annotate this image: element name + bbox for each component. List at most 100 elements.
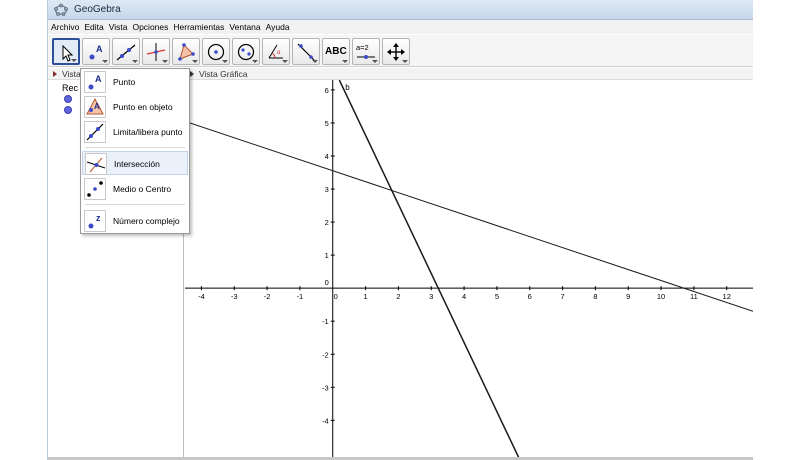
- attach-detach-point-icon: [84, 121, 106, 143]
- dropdown-item-punto-en-objeto[interactable]: A Punto en objeto: [82, 95, 188, 119]
- dropdown-item-limita-libera[interactable]: Limita/libera punto: [82, 120, 188, 144]
- graphics-collapse-arrow-icon[interactable]: [190, 71, 194, 77]
- menu-opciones[interactable]: Opciones: [132, 22, 169, 32]
- intersection-icon: [85, 153, 107, 175]
- x-tick-label: 10: [657, 292, 665, 301]
- move-view-tool-button[interactable]: [382, 38, 410, 65]
- polygon-tool-button[interactable]: [172, 38, 200, 65]
- line-tool-button[interactable]: [112, 38, 140, 65]
- line-b: [338, 80, 521, 460]
- x-tick-label: 8: [593, 292, 597, 301]
- x-tick-label: 6: [528, 292, 532, 301]
- x-tick-label: 1: [363, 292, 367, 301]
- line-icon: [116, 44, 136, 61]
- dropdown-item-interseccion[interactable]: Intersección: [82, 151, 188, 175]
- dropdown-item-punto[interactable]: A Punto: [82, 70, 188, 94]
- x-tick-label: -3: [231, 292, 238, 301]
- slider-tool-button[interactable]: a=2: [352, 38, 380, 65]
- point-tools-dropdown: A Punto A Punto en objeto Limita/libera …: [80, 68, 190, 234]
- text-tool-label: ABC: [325, 46, 347, 57]
- graphics-view-title: Vista Gráfica: [199, 69, 248, 79]
- slider-tool-label: a=2: [356, 43, 369, 52]
- midpoint-icon: [84, 178, 106, 200]
- svg-text:A: A: [94, 102, 100, 111]
- bottom-border: [48, 457, 753, 460]
- menu-bar: Archivo Edita Vista Opciones Herramienta…: [48, 20, 753, 34]
- y-tick-label: 2: [325, 218, 329, 227]
- line-a: [185, 120, 753, 312]
- dropdown-item-medio-centro[interactable]: Medio o Centro: [82, 177, 188, 201]
- angle-icon: α: [268, 44, 283, 59]
- x-tick-label: 2: [396, 292, 400, 301]
- y-tick-label: 1: [325, 251, 329, 260]
- y-tick-label: 3: [325, 185, 329, 194]
- dropdown-item-label: Limita/libera punto: [113, 127, 183, 137]
- text-tool-button[interactable]: ABC: [322, 38, 350, 65]
- y-tick-label: 0: [325, 278, 329, 287]
- point-icon: A: [84, 71, 106, 93]
- menu-archivo[interactable]: Archivo: [51, 22, 80, 32]
- perpendicular-icon: [146, 43, 166, 61]
- x-tick-label: 5: [495, 292, 499, 301]
- reflect-icon: [297, 43, 315, 61]
- ellipse-tool-button[interactable]: [232, 38, 260, 65]
- move-tool-button[interactable]: [52, 38, 80, 65]
- point-on-object-icon: A: [84, 96, 106, 118]
- dropdown-item-label: Punto: [113, 77, 136, 87]
- dropdown-item-label: Intersección: [114, 159, 160, 169]
- circle-icon: [207, 43, 225, 61]
- perpendicular-tool-button[interactable]: [142, 38, 170, 65]
- polygon-icon: [178, 43, 195, 61]
- svg-text:A: A: [96, 44, 103, 54]
- point-tool-button[interactable]: A: [82, 38, 110, 65]
- arrow-icon: [62, 44, 74, 62]
- x-tick-label: 12: [723, 292, 731, 301]
- reflect-tool-button[interactable]: [292, 38, 320, 65]
- complex-number-icon: z: [84, 210, 106, 232]
- dropdown-item-label: Punto en objeto: [113, 102, 173, 112]
- x-tick-label: 7: [560, 292, 564, 301]
- svg-text:z: z: [96, 213, 101, 223]
- circle-tool-button[interactable]: [202, 38, 230, 65]
- tree-node-label[interactable]: Rec: [62, 83, 79, 93]
- y-tick-label: -3: [322, 383, 329, 392]
- object-visibility-dot[interactable]: [64, 106, 72, 114]
- menu-herramientas[interactable]: Herramientas: [173, 22, 225, 32]
- move-view-icon: [387, 43, 405, 61]
- x-tick-label: 9: [626, 292, 630, 301]
- x-tick-label: 3: [429, 292, 433, 301]
- x-tick-label: 0: [334, 292, 338, 301]
- angle-tool-button[interactable]: α: [262, 38, 290, 65]
- y-tick-label: 6: [325, 86, 329, 95]
- menu-ventana[interactable]: Ventana: [229, 22, 261, 32]
- ellipse-icon: [237, 43, 255, 61]
- dropdown-item-label: Medio o Centro: [113, 184, 172, 194]
- x-tick-label: 4: [462, 292, 466, 301]
- algebra-view-title: Vista: [62, 69, 81, 79]
- y-tick-label: -2: [322, 350, 329, 359]
- collapse-arrow-icon[interactable]: [53, 71, 57, 77]
- dropdown-item-numero-complejo[interactable]: z Número complejo: [82, 209, 188, 233]
- point-icon: A: [89, 44, 103, 60]
- menu-edita[interactable]: Edita: [84, 22, 104, 32]
- geogebra-logo-icon: [54, 3, 68, 16]
- x-tick-label: -1: [297, 292, 304, 301]
- y-tick-label: -1: [322, 317, 329, 326]
- title-bar: GeoGebra: [48, 0, 753, 20]
- x-tick-label: 11: [690, 292, 698, 301]
- y-tick-label: -4: [322, 416, 329, 425]
- object-visibility-dot[interactable]: [64, 95, 72, 103]
- y-tick-label: 4: [325, 152, 329, 161]
- menu-ayuda[interactable]: Ayuda: [265, 22, 290, 32]
- dropdown-separator: [85, 204, 185, 205]
- graphics-view-header[interactable]: Vista Gráfica: [185, 68, 753, 80]
- svg-text:α: α: [277, 50, 281, 56]
- dropdown-item-label: Número complejo: [113, 216, 180, 226]
- slider-icon: [357, 55, 375, 59]
- svg-text:A: A: [95, 74, 102, 84]
- dropdown-separator: [85, 147, 185, 148]
- menu-vista[interactable]: Vista: [108, 22, 128, 32]
- x-tick-label: -2: [264, 292, 271, 301]
- x-tick-label: -4: [198, 292, 205, 301]
